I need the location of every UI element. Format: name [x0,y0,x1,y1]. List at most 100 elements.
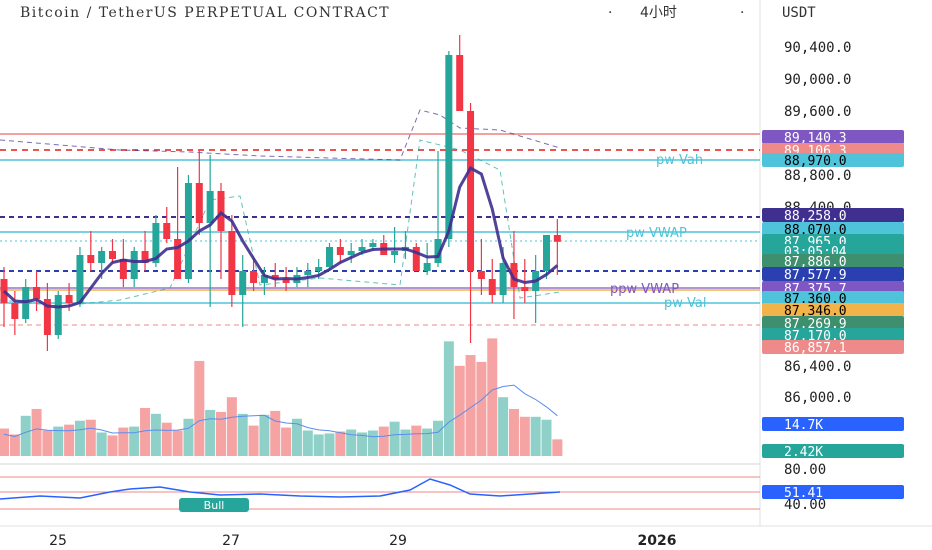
volume-bar [476,361,487,456]
pw-val-label: pw Val [664,296,706,311]
volume-bar [552,439,563,456]
price-tag-bg [762,328,904,342]
volume-bar [367,430,378,456]
price-tick: 40.00 [784,497,826,513]
candle-down [11,303,19,319]
price-tag-bg [762,291,904,305]
volume-bar [53,426,64,456]
candle-down [521,287,529,291]
volume-bar [302,430,313,456]
candle-down [488,279,496,295]
price-tag: 2.42K [784,445,823,460]
candle-down [510,263,518,287]
pw-vwap-label: pw VWAP [626,226,687,241]
price-tag: 88,258.0 [784,209,847,224]
price-tag-bg [762,153,904,167]
pw-vah-label: pw Vah [656,153,703,168]
volume-bar [248,425,259,456]
candle-up [326,247,333,267]
volume-bar [85,419,96,456]
candle-down [43,299,51,335]
price-tag-bg [762,444,904,458]
candle-up [206,191,214,223]
price-tags: 89,140.389,106.388,970.088,258.088,070.0… [762,130,904,501]
volume-bar [96,432,107,456]
price-tag-bg [762,222,904,236]
candle-up [391,251,399,255]
price-tag: 87,577.9 [784,268,847,283]
volume-bar [454,365,465,456]
candle-down [467,111,475,271]
volume-bar [465,355,476,456]
candle-up [434,239,442,263]
price-tag-bg [762,316,904,330]
ppw-vwap-label: ppw VWAP [610,282,679,297]
candle-down [282,279,290,283]
volume-bar [508,408,519,456]
candle-down [477,271,485,279]
volume-bar [42,430,53,456]
volume-bar [335,431,346,456]
candle-up [260,275,268,283]
volume-bar [411,425,422,456]
candle-down [195,183,203,223]
candle-down [174,239,182,279]
candle-down [217,191,225,231]
price-tick: 80.00 [784,462,826,478]
volume-bar [226,397,237,456]
volume-bar [107,435,118,456]
volume-bar [400,429,411,456]
lower-band-line [0,139,561,307]
price-tag: 86,857.1 [784,341,847,356]
candle-down [33,287,41,299]
volume-bar [161,422,172,456]
rsi-pane: Bull [0,476,760,512]
volume-bar [357,432,368,456]
candle-up [184,183,192,279]
candle-up [445,55,453,239]
volume-bar [194,360,205,456]
separator-dot-1: · [608,5,612,21]
candle-up [239,271,247,295]
candle-up [98,251,106,263]
candle-down [553,235,561,242]
candle-down [228,231,236,295]
price-tag-bg [762,254,904,268]
volume-bar [64,424,75,456]
interval-label: 4小时 [640,5,677,21]
volume-bar [0,428,9,456]
currency-label: USDT [782,5,816,21]
volume-bar [259,414,270,456]
volume-bar [183,418,194,456]
volume-bar [20,415,31,456]
candle-down [119,259,127,279]
candle-up [130,251,138,279]
date-tick: 29 [389,533,407,549]
candle-up [54,295,62,335]
volume-bar [205,409,216,456]
candle-down [87,255,95,263]
candle-up [358,247,366,251]
price-tag: 51.41 [784,486,823,501]
candle-down [336,247,344,255]
price-tag: 14.7K [784,418,823,433]
volume-bar [498,397,509,456]
price-tag-bg [762,267,904,281]
time-axis[interactable]: 25 27 29 2026 [49,533,676,549]
volume-bar [129,426,140,456]
volume-bar [150,413,161,456]
volume-bar [281,427,292,456]
volume-bar [31,408,42,456]
upper-band-line [0,109,561,161]
volume-bar [346,429,357,456]
volume-bar [378,426,389,456]
symbol-title: Bitcoin / TetherUS PERPETUAL CONTRACT [20,5,390,21]
candle-up [543,235,550,271]
chart-header: Bitcoin / TetherUS PERPETUAL CONTRACT · … [20,5,816,21]
volume-bar [324,433,335,456]
volume-bar [237,413,248,456]
candle-up [499,263,507,295]
price-tick: 88,800.0 [784,168,851,184]
price-tag: 87,886.0 [784,255,847,270]
